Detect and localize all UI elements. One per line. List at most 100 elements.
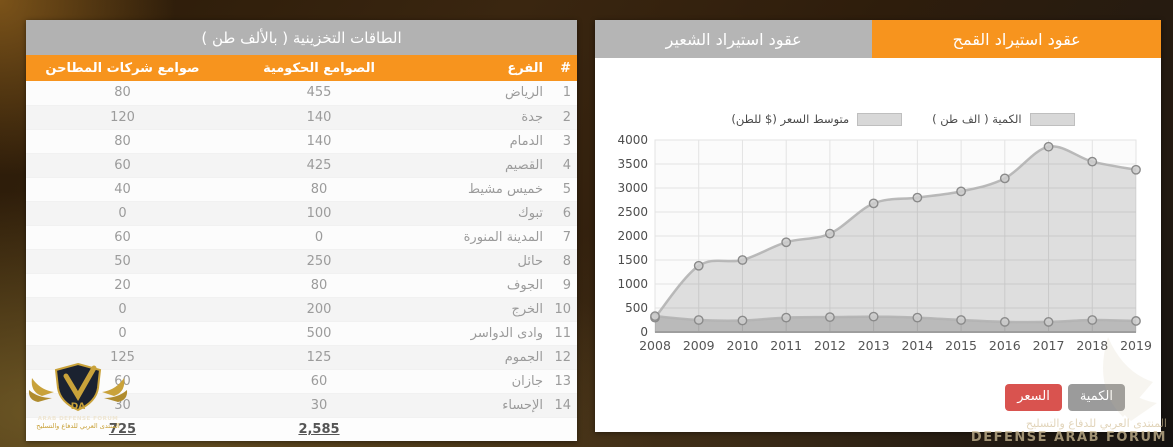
svg-text:2009: 2009 <box>683 338 715 353</box>
cell-index: 8 <box>549 249 577 274</box>
svg-text:2016: 2016 <box>989 338 1021 353</box>
table-row: 1 الرياض 455 80 <box>26 81 577 106</box>
svg-text:2000: 2000 <box>617 229 648 243</box>
cell-branch: الإحساء <box>419 393 549 418</box>
cell-mills: 80 <box>26 81 219 106</box>
cell-gov: 140 <box>219 105 419 130</box>
cell-mills: 0 <box>26 321 219 346</box>
cell-mills: 60 <box>26 153 219 178</box>
cell-branch: الدمام <box>419 129 549 154</box>
cell-mills: 50 <box>26 249 219 274</box>
price-legend-swatch-icon <box>857 112 903 126</box>
cell-branch: القصيم <box>419 153 549 178</box>
cell-gov: 80 <box>219 177 419 202</box>
column-header-gov-silos: الصوامع الحكومية <box>219 55 419 81</box>
total-mill-silos: 725 <box>26 417 219 441</box>
cell-mills: 0 <box>26 297 219 322</box>
cell-index: 13 <box>549 369 577 394</box>
cell-index: 2 <box>549 105 577 130</box>
cell-gov: 455 <box>219 81 419 106</box>
cell-index: 9 <box>549 273 577 298</box>
cell-index: 1 <box>549 81 577 106</box>
column-header-index: # <box>549 55 577 81</box>
cell-mills: 125 <box>26 345 219 370</box>
table-row: 7 المدينة المنورة 0 60 <box>26 225 577 250</box>
cell-branch: الخرج <box>419 297 549 322</box>
cell-branch: وادى الدواسر <box>419 321 549 346</box>
column-header-branch: الفرع <box>419 55 549 81</box>
cell-mills: 30 <box>26 393 219 418</box>
cell-branch: المدينة المنورة <box>419 225 549 250</box>
svg-text:500: 500 <box>625 301 648 315</box>
cell-gov: 425 <box>219 153 419 178</box>
cell-index: 4 <box>549 153 577 178</box>
svg-text:4000: 4000 <box>617 133 648 147</box>
table-row: 12 الجموم 125 125 <box>26 345 577 370</box>
chart-legend: متوسط السعر ($ للطن) الكمية ( الف طن ) <box>655 112 1151 126</box>
cell-branch: خميس مشيط <box>419 177 549 202</box>
cell-index: 6 <box>549 201 577 226</box>
cell-branch: جدة <box>419 105 549 130</box>
svg-text:2011: 2011 <box>770 338 802 353</box>
cell-branch: الجوف <box>419 273 549 298</box>
svg-text:2014: 2014 <box>901 338 933 353</box>
svg-text:2012: 2012 <box>814 338 846 353</box>
svg-text:3500: 3500 <box>617 157 648 171</box>
tab-barley-contracts[interactable]: عقود استيراد الشعير <box>595 20 873 58</box>
cell-gov: 80 <box>219 273 419 298</box>
chart-series-buttons: السعر الكمية <box>1005 384 1125 411</box>
contracts-tabbar: عقود استيراد الشعير عقود استيراد القمح <box>595 20 1161 58</box>
svg-text:0: 0 <box>640 325 648 339</box>
table-row: 14 الإحساء 30 30 <box>26 393 577 418</box>
table-row: 9 الجوف 80 20 <box>26 273 577 298</box>
svg-text:2013: 2013 <box>858 338 890 353</box>
storage-table: # الفرع الصوامع الحكومية صوامع شركات الم… <box>26 55 577 441</box>
legend-label-price: متوسط السعر ($ للطن) <box>731 112 850 126</box>
cell-mills: 80 <box>26 129 219 154</box>
svg-text:2018: 2018 <box>1076 338 1108 353</box>
cell-mills: 60 <box>26 225 219 250</box>
total-gov-silos: 2,585 <box>219 417 419 441</box>
cell-branch: جازان <box>419 369 549 394</box>
quantity-series-button[interactable]: الكمية <box>1067 384 1125 411</box>
svg-text:1500: 1500 <box>617 253 648 267</box>
table-row: 10 الخرج 200 0 <box>26 297 577 322</box>
cell-mills: 0 <box>26 201 219 226</box>
cell-branch: الجموم <box>419 345 549 370</box>
cell-branch: الرياض <box>419 81 549 106</box>
tab-wheat-contracts[interactable]: عقود استيراد القمح <box>872 20 1161 58</box>
cell-mills: 60 <box>26 369 219 394</box>
cell-index: 10 <box>549 297 577 322</box>
legend-label-quantity: الكمية ( الف طن ) <box>932 112 1022 126</box>
cell-gov: 100 <box>219 201 419 226</box>
import-contracts-panel: عقود استيراد الشعير عقود استيراد القمح م… <box>595 20 1161 432</box>
table-row: 3 الدمام 140 80 <box>26 129 577 154</box>
storage-table-header-row: # الفرع الصوامع الحكومية صوامع شركات الم… <box>26 55 577 81</box>
cell-mills: 40 <box>26 177 219 202</box>
price-series-button[interactable]: السعر <box>1005 384 1062 411</box>
svg-text:2019: 2019 <box>1120 338 1152 353</box>
cell-gov: 500 <box>219 321 419 346</box>
cell-index: 3 <box>549 129 577 154</box>
cell-gov: 125 <box>219 345 419 370</box>
cell-branch: تبوك <box>419 201 549 226</box>
table-row: 5 خميس مشيط 80 40 <box>26 177 577 202</box>
svg-text:2500: 2500 <box>617 205 648 219</box>
cell-gov: 30 <box>219 393 419 418</box>
cell-index: 5 <box>549 177 577 202</box>
cell-index: 7 <box>549 225 577 250</box>
cell-gov: 140 <box>219 129 419 154</box>
svg-text:2008: 2008 <box>639 338 671 353</box>
cell-gov: 60 <box>219 369 419 394</box>
table-row: 2 جدة 140 120 <box>26 105 577 130</box>
svg-text:2010: 2010 <box>727 338 759 353</box>
table-row: 6 تبوك 100 0 <box>26 201 577 226</box>
cell-index: 11 <box>549 321 577 346</box>
svg-text:3000: 3000 <box>617 181 648 195</box>
quantity-legend-swatch-icon <box>1029 112 1075 126</box>
storage-table-title: الطاقات التخزينية ( بالألف طن ) <box>26 20 577 55</box>
table-row: 13 جازان 60 60 <box>26 369 577 394</box>
cell-mills: 20 <box>26 273 219 298</box>
storage-capacities-panel: الطاقات التخزينية ( بالألف طن ) # الفرع … <box>26 20 577 441</box>
cell-mills: 120 <box>26 105 219 130</box>
